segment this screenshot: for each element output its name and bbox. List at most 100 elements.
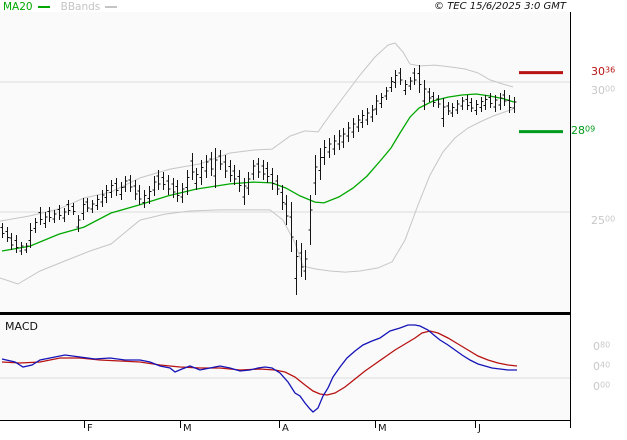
ohlc-bar xyxy=(313,155,318,196)
ohlc-bar xyxy=(180,182,185,203)
ohlc-bar xyxy=(275,175,280,196)
ohlc-bar xyxy=(474,99,479,115)
ohlc-bar xyxy=(256,157,261,178)
ohlc-bar xyxy=(156,169,161,190)
ohlc-bar xyxy=(308,195,313,245)
ohlc-bar xyxy=(242,177,247,205)
macd-scale-000-label: 000 xyxy=(593,380,611,393)
ohlc-bar xyxy=(303,250,308,281)
ohlc-bar xyxy=(142,189,147,209)
ohlc-bar xyxy=(66,200,71,216)
macd-scale-080-label: 080 xyxy=(593,340,611,353)
ohlc-bar xyxy=(403,79,408,95)
ohlc-bar xyxy=(38,207,43,225)
ohlc-bar xyxy=(450,103,455,118)
ohlc-bar xyxy=(175,180,180,203)
ohlc-bar xyxy=(412,68,417,86)
ohlc-bar xyxy=(90,200,95,213)
ohlc-bar xyxy=(318,148,323,180)
x-axis-month-label: M xyxy=(378,423,387,434)
ohlc-bar xyxy=(228,160,233,183)
ohlc-bar xyxy=(360,110,365,128)
ohlc-bar xyxy=(223,155,228,178)
ohlc-bar xyxy=(28,222,33,248)
ohlc-bar xyxy=(213,148,218,189)
ohlc-bar xyxy=(374,95,379,115)
ohlc-bar xyxy=(502,90,507,106)
x-axis-month-label: A xyxy=(282,423,289,434)
resistance-price-label: 3036 xyxy=(591,65,616,78)
ohlc-bar xyxy=(114,177,119,196)
ohlc-bar xyxy=(19,241,24,255)
ohlc-bar xyxy=(261,160,266,180)
bollinger-lower-band-line xyxy=(0,108,514,285)
ohlc-bar xyxy=(33,218,38,234)
ohlc-bar xyxy=(398,68,403,86)
ohlc-bar xyxy=(9,233,14,250)
ohlc-bar xyxy=(455,99,460,114)
ohlc-bar xyxy=(81,198,86,221)
ohlc-bar xyxy=(346,122,351,143)
ohlc-bar xyxy=(43,212,48,229)
ohlc-bar xyxy=(365,108,370,125)
ohlc-bar xyxy=(24,242,29,254)
ohlc-bar xyxy=(507,95,512,113)
ma20-line xyxy=(1,93,515,252)
ohlc-bar xyxy=(109,180,114,198)
ohlc-bar xyxy=(71,202,76,216)
ohlc-bar xyxy=(204,155,209,178)
ohlc-bar xyxy=(370,104,375,122)
ohlc-bar xyxy=(493,95,498,112)
ohlc-bar xyxy=(119,182,124,200)
x-axis-month-label: M xyxy=(183,423,192,434)
macd-line xyxy=(1,324,517,413)
ohlc-bar xyxy=(379,92,384,108)
macd-scale-040-label: 040 xyxy=(593,360,611,373)
ohlc-bar xyxy=(152,176,157,196)
gridline-2500-label: 2500 xyxy=(591,214,616,227)
ohlc-bar xyxy=(341,128,346,148)
ohlc-bar xyxy=(332,135,337,156)
ohlc-bar xyxy=(171,177,176,198)
copyright-text: © TEC 15/6/2025 3:0 GMT xyxy=(434,1,566,12)
ohlc-bar xyxy=(479,97,484,112)
ohlc-bar xyxy=(512,97,517,113)
ohlc-bar xyxy=(351,117,356,138)
ohlc-bar xyxy=(209,151,214,177)
ohlc-bar xyxy=(431,91,436,107)
ohlc-bar xyxy=(76,215,81,232)
ohlc-bar xyxy=(194,168,199,190)
ohlc-bar xyxy=(52,209,57,223)
ohlc-bar xyxy=(137,185,142,205)
ohlc-bar xyxy=(0,222,5,238)
ohlc-bar xyxy=(218,150,223,170)
x-axis-month-label: F xyxy=(87,423,93,434)
legend-bbands-label: BBands xyxy=(60,1,101,13)
bbands-line-swatch xyxy=(105,6,118,8)
ohlc-bar xyxy=(488,92,493,108)
ohlc-bar xyxy=(384,86,389,100)
ohlc-bar xyxy=(232,164,237,185)
ohlc-bar xyxy=(465,95,470,111)
ohlc-bar xyxy=(14,234,19,254)
ohlc-bar xyxy=(427,88,432,102)
ohlc-bar xyxy=(104,185,109,203)
ma20-line-swatch xyxy=(37,6,50,8)
macd-signal-line xyxy=(1,330,518,396)
ohlc-bar xyxy=(460,97,465,111)
ohlc-bar xyxy=(299,242,304,277)
ohlc-bar xyxy=(284,195,289,225)
ohlc-bar xyxy=(408,77,413,91)
ohlc-bar xyxy=(280,185,285,210)
ohlc-bar xyxy=(469,98,474,112)
panel-separator xyxy=(0,312,570,315)
ohlc-bar xyxy=(128,175,133,192)
ohlc-bar xyxy=(166,175,171,196)
ohlc-bar xyxy=(417,65,422,93)
ohlc-bar xyxy=(57,205,62,221)
ohlc-bar xyxy=(185,169,190,196)
plot-background xyxy=(0,12,570,420)
ohlc-bar xyxy=(422,79,427,111)
ohlc-bar xyxy=(337,130,342,151)
